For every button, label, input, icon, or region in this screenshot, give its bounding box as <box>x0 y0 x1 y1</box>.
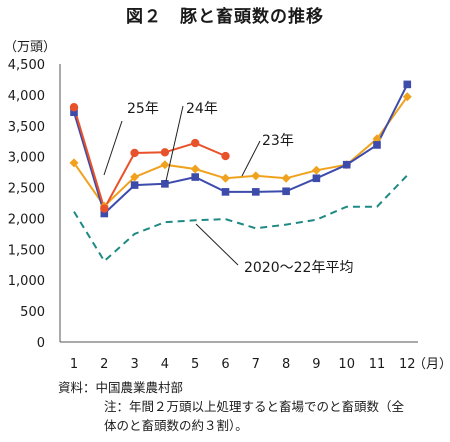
series-markers <box>69 80 412 218</box>
x-tick-label: 1 <box>70 357 78 372</box>
label-leader-line <box>241 140 261 177</box>
data-point-circle <box>160 148 170 157</box>
data-point-square <box>403 80 412 89</box>
data-point-circle <box>221 151 230 161</box>
y-tick-label: 500 <box>20 305 45 320</box>
data-point-diamond <box>281 173 291 183</box>
series-line <box>73 106 226 212</box>
data-point-square <box>312 174 321 183</box>
y-tick-label: 0 <box>37 336 45 351</box>
series-line <box>73 83 409 216</box>
x-tick-label: 12 <box>399 357 416 372</box>
data-point-diamond <box>69 158 79 168</box>
label-leader-line <box>103 120 123 176</box>
data-point-square <box>373 141 381 149</box>
data-point-square <box>70 108 78 116</box>
data-point-square <box>100 209 109 218</box>
data-point-diamond <box>130 172 140 182</box>
source-note: 資料：中国農業農村部 <box>58 380 184 395</box>
data-point-square <box>221 188 230 196</box>
data-point-diamond <box>221 173 230 183</box>
data-point-square <box>191 173 199 181</box>
y-tick-label: 3,500 <box>8 120 45 135</box>
x-tick-label: 10 <box>338 357 355 372</box>
series-label-25: 25年 <box>127 101 159 117</box>
y-tick-label: 4,000 <box>8 89 45 104</box>
footnote-line-1: 注：年間２万頭以上処理すると畜場でのと畜頭数（全 <box>104 399 405 414</box>
x-tick-label: 7 <box>252 357 260 372</box>
data-point-circle <box>191 138 200 148</box>
data-point-circle <box>130 148 139 158</box>
y-tick-label: 1,000 <box>8 274 45 289</box>
chart-notes: 資料：中国農業農村部 注：年間２万頭以上処理すると畜場でのと畜頭数（全 体のと畜… <box>58 378 404 435</box>
label-leader-line <box>195 223 239 266</box>
x-axis-unit: （月） <box>413 357 450 372</box>
data-point-square <box>342 160 351 169</box>
series-label-24: 24年 <box>186 101 218 117</box>
data-point-diamond <box>372 134 382 144</box>
x-tick-labels: 1 2 3 4 5 6 7 8 9 10 11 12 <box>70 357 416 372</box>
data-point-square <box>161 180 169 188</box>
chart-axes <box>59 64 418 343</box>
y-tick-label: 2,500 <box>8 182 45 197</box>
x-tick-label: 2 <box>100 357 108 372</box>
x-tick-label: 3 <box>130 357 138 372</box>
y-tick-label: 1,500 <box>8 243 45 258</box>
data-point-diamond <box>251 171 261 181</box>
y-axis-unit: （万頭） <box>4 40 57 55</box>
data-point-diamond <box>160 160 170 170</box>
x-tick-label: 9 <box>312 357 320 372</box>
data-point-square <box>282 187 290 196</box>
y-tick-label: 4,500 <box>8 58 45 73</box>
data-point-diamond <box>190 164 200 174</box>
series-label-avg: 2020～22年平均 <box>244 260 353 276</box>
chart-title: 図２ 豚と畜頭数の推移 <box>126 7 324 27</box>
y-tick-label: 2,000 <box>8 212 45 227</box>
data-point-diamond <box>311 165 321 175</box>
data-point-circle <box>100 204 109 213</box>
series-line <box>73 174 409 263</box>
footnote-line-2: 体のと畜頭数の約３割）。 <box>104 418 248 433</box>
y-tick-labels: 0 500 1,000 1,500 2,000 2,500 3,000 3,500 4,000 4… <box>8 58 45 351</box>
y-tick-label: 3,000 <box>8 151 45 166</box>
data-point-circle <box>69 103 79 112</box>
series-label-23: 23年 <box>262 133 294 149</box>
x-tick-label: 4 <box>161 357 169 372</box>
series-line <box>73 96 409 208</box>
data-point-square <box>130 181 139 189</box>
label-leader-lines <box>103 105 261 266</box>
series-lines <box>73 83 409 263</box>
data-point-diamond <box>402 92 412 102</box>
x-tick-label: 5 <box>191 357 199 372</box>
x-tick-label: 8 <box>282 357 290 372</box>
data-point-square <box>252 188 260 196</box>
x-tick-label: 11 <box>369 357 386 372</box>
label-leader-line <box>165 105 184 182</box>
x-tick-label: 6 <box>221 357 229 372</box>
